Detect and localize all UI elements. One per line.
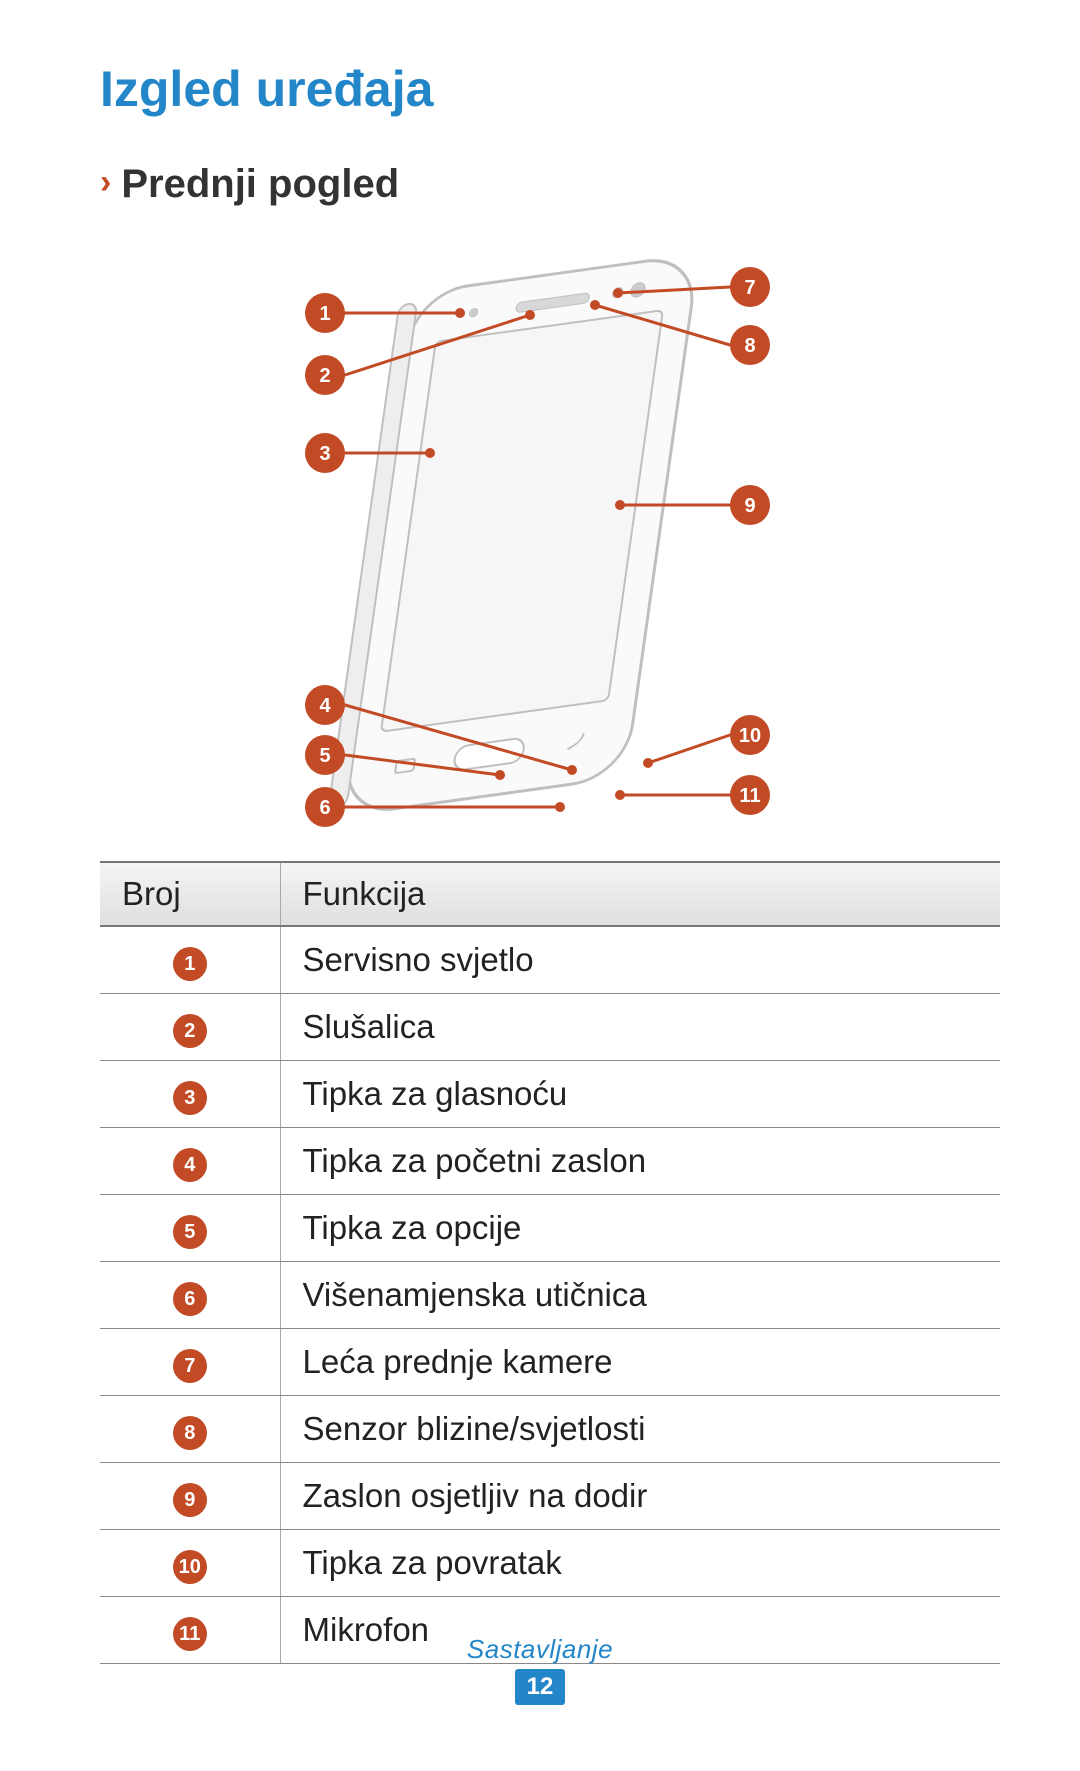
svg-text:6: 6 — [319, 797, 330, 819]
section-title: Prednji pogled — [121, 162, 399, 207]
manual-page: Izgled uređaja › Prednji pogled 12345678… — [0, 0, 1080, 1771]
table-row: 8 Senzor blizine/svjetlosti — [100, 1396, 1000, 1463]
table-row: 7 Leća prednje kamere — [100, 1329, 1000, 1396]
table-cell-function: Višenamjenska utičnica — [280, 1262, 1000, 1329]
table-row: 9 Zaslon osjetljiv na dodir — [100, 1463, 1000, 1530]
table-cell-function: Tipka za glasnoću — [280, 1061, 1000, 1128]
table-row: 10 Tipka za povratak — [100, 1530, 1000, 1597]
svg-text:1: 1 — [319, 303, 330, 325]
table-cell-function: Tipka za početni zaslon — [280, 1128, 1000, 1195]
svg-text:2: 2 — [319, 365, 330, 387]
number-badge: 9 — [173, 1483, 207, 1517]
table-cell-number: 3 — [100, 1061, 280, 1128]
table-cell-function: Tipka za opcije — [280, 1195, 1000, 1262]
number-badge: 10 — [173, 1550, 207, 1584]
table-cell-number: 10 — [100, 1530, 280, 1597]
table-row: 1 Servisno svjetlo — [100, 926, 1000, 994]
col-header-function: Funkcija — [280, 862, 1000, 926]
page-title: Izgled uređaja — [100, 60, 1000, 118]
number-badge: 4 — [173, 1148, 207, 1182]
number-badge: 1 — [173, 947, 207, 981]
svg-text:8: 8 — [744, 335, 755, 357]
section-heading: › Prednji pogled — [100, 162, 1000, 207]
number-badge: 8 — [173, 1416, 207, 1450]
number-badge: 5 — [173, 1215, 207, 1249]
table-row: 3 Tipka za glasnoću — [100, 1061, 1000, 1128]
table-cell-number: 2 — [100, 994, 280, 1061]
table-cell-number: 1 — [100, 926, 280, 994]
svg-text:4: 4 — [319, 695, 331, 717]
number-badge: 2 — [173, 1014, 207, 1048]
table-row: 6 Višenamjenska utičnica — [100, 1262, 1000, 1329]
table-cell-number: 9 — [100, 1463, 280, 1530]
number-badge: 6 — [173, 1282, 207, 1316]
page-footer: Sastavljanje 12 — [0, 1634, 1080, 1705]
table-cell-number: 6 — [100, 1262, 280, 1329]
table-cell-number: 5 — [100, 1195, 280, 1262]
page-number: 12 — [515, 1669, 565, 1705]
table-cell-function: Tipka za povratak — [280, 1530, 1000, 1597]
chapter-label: Sastavljanje — [0, 1634, 1080, 1665]
number-badge: 7 — [173, 1349, 207, 1383]
table-cell-function: Slušalica — [280, 994, 1000, 1061]
parts-table: Broj Funkcija 1 Servisno svjetlo 2 Slušalic… — [100, 861, 1000, 1664]
table-cell-number: 7 — [100, 1329, 280, 1396]
svg-text:10: 10 — [739, 725, 761, 747]
svg-text:9: 9 — [744, 495, 755, 517]
svg-text:5: 5 — [319, 745, 330, 767]
number-badge: 3 — [173, 1081, 207, 1115]
table-cell-function: Servisno svjetlo — [280, 926, 1000, 994]
table-row: 5 Tipka za opcije — [100, 1195, 1000, 1262]
table-row: 4 Tipka za početni zaslon — [100, 1128, 1000, 1195]
table-cell-function: Senzor blizine/svjetlosti — [280, 1396, 1000, 1463]
svg-text:7: 7 — [744, 277, 755, 299]
svg-text:11: 11 — [739, 785, 760, 807]
chevron-right-icon: › — [100, 163, 111, 202]
table-cell-number: 8 — [100, 1396, 280, 1463]
device-diagram: 1 2 3 4 5 6 7 8 9 10 11 — [100, 235, 1000, 855]
table-row: 2 Slušalica — [100, 994, 1000, 1061]
svg-text:3: 3 — [319, 443, 330, 465]
table-cell-function: Zaslon osjetljiv na dodir — [280, 1463, 1000, 1530]
device-diagram-svg: 1 2 3 4 5 6 7 8 9 10 11 — [100, 235, 1000, 855]
table-cell-number: 4 — [100, 1128, 280, 1195]
col-header-number: Broj — [100, 862, 280, 926]
table-cell-function: Leća prednje kamere — [280, 1329, 1000, 1396]
